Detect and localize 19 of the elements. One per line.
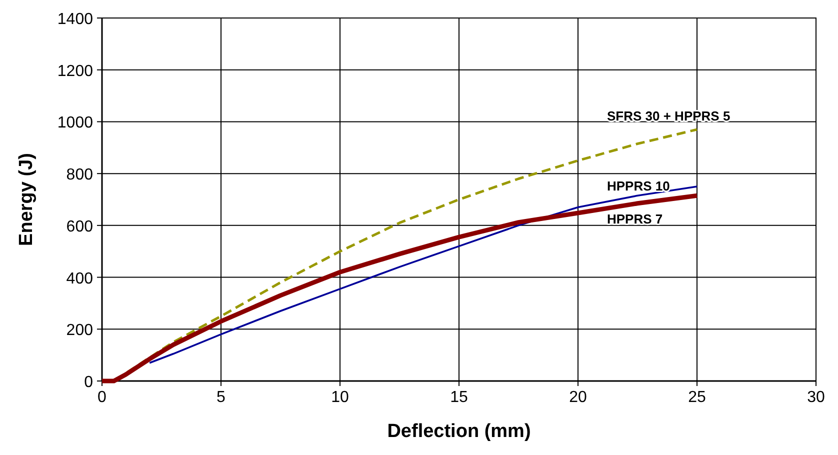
- x-tick-label: 5: [216, 389, 226, 406]
- x-axis-title: Deflection (mm): [387, 421, 531, 442]
- x-tick-label: 30: [807, 389, 825, 406]
- y-tick-label: 1400: [57, 11, 94, 28]
- series-label: HPPRS 10: [607, 178, 670, 194]
- y-axis-title: Energy (J): [16, 153, 37, 246]
- x-tick-label: 20: [569, 389, 587, 406]
- y-tick-label: 800: [66, 166, 94, 184]
- y-tick-label: 0: [84, 374, 94, 391]
- x-tick-label: 0: [98, 389, 107, 406]
- x-tick-label: 15: [450, 389, 468, 406]
- y-tick-label: 200: [66, 322, 94, 340]
- series-label: HPPRS 7: [607, 212, 663, 227]
- y-tick-label: 1000: [57, 114, 94, 132]
- y-tick-label: 600: [66, 218, 94, 236]
- y-tick-label: 1200: [57, 62, 94, 80]
- x-tick-label: 25: [688, 389, 706, 406]
- x-tick-label: 10: [331, 389, 349, 406]
- y-tick-label: 400: [66, 270, 94, 288]
